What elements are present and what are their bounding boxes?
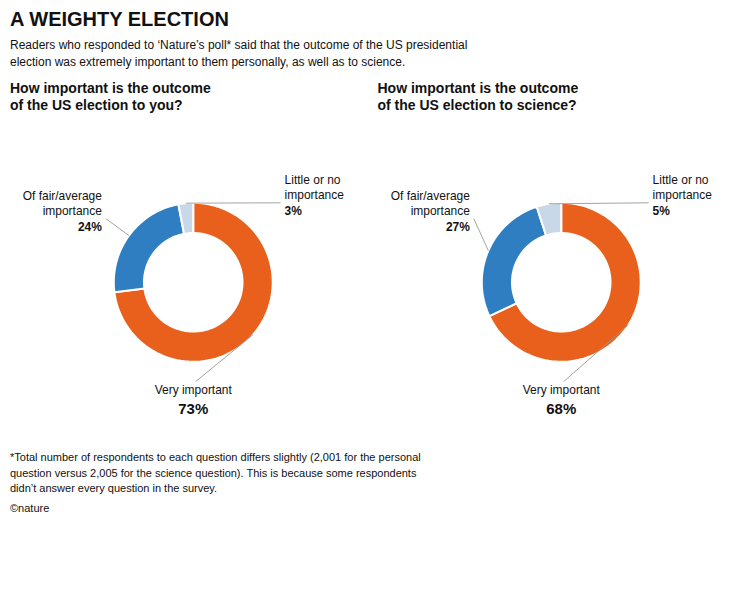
html-text:How important is the outcome o: How important is the outcome of the US e… xyxy=(10,79,211,114)
svg-text:3%: 3% xyxy=(285,204,303,218)
svg-text:Of fair/averageimportance: Of fair/averageimportance xyxy=(23,189,103,217)
html-text:Readers who responded to ‘Natu: Readers who responded to ‘Nature’s poll*… xyxy=(10,38,468,70)
svg-text:5%: 5% xyxy=(652,204,670,218)
svg-text:24%: 24% xyxy=(78,220,102,234)
html-text:*Total number of respondents t: *Total number of respondents to each que… xyxy=(10,451,421,495)
svg-text:Of fair/averageimportance: Of fair/averageimportance xyxy=(390,189,470,217)
html-text:©nature: ©nature xyxy=(10,501,50,514)
html-text:A WEIGHTY ELECTION: A WEIGHTY ELECTION xyxy=(10,8,229,30)
svg-text:Very important: Very important xyxy=(155,383,233,397)
svg-text:73%: 73% xyxy=(178,399,208,416)
html-text:How important is the outcome o: How important is the outcome of the US e… xyxy=(377,79,579,114)
svg-text:Very important: Very important xyxy=(522,383,600,397)
svg-text:Little or noimportance: Little or noimportance xyxy=(285,173,345,201)
svg-text:68%: 68% xyxy=(546,399,576,416)
svg-text:Little or noimportance: Little or noimportance xyxy=(652,173,712,201)
svg-text:27%: 27% xyxy=(445,220,469,234)
